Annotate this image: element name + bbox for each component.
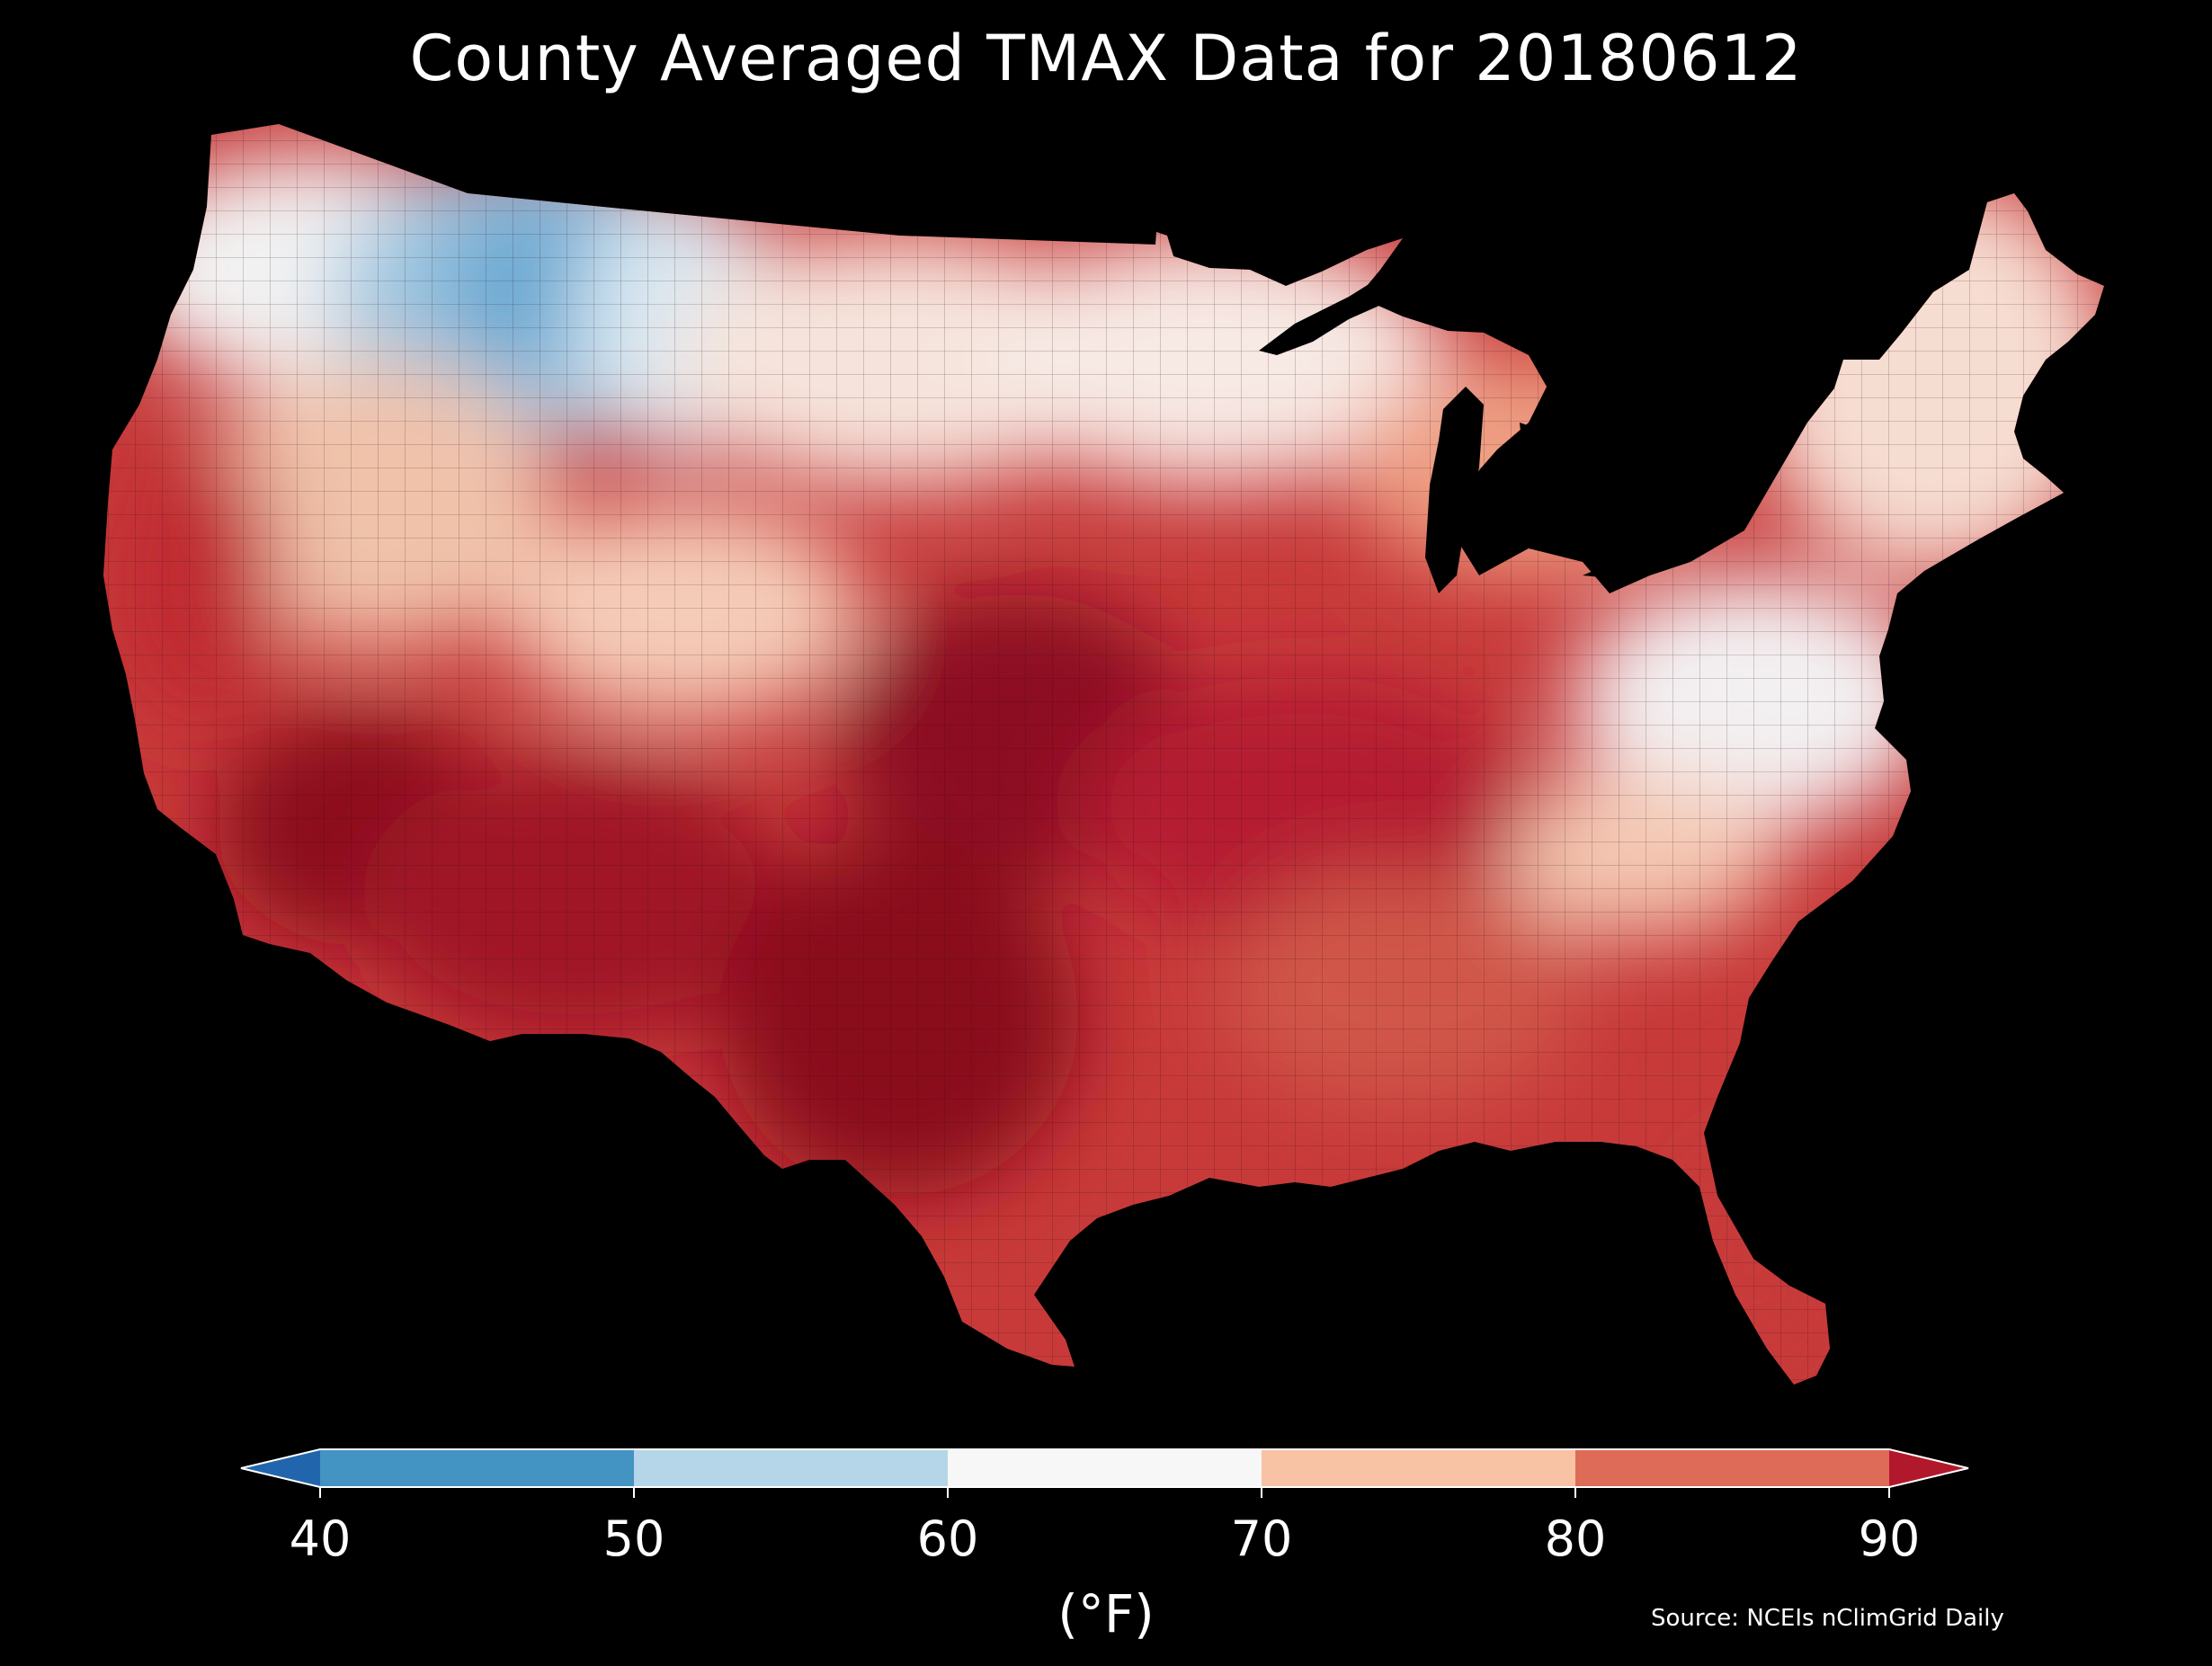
map-title: County Averaged TMAX Data for 20180612: [409, 22, 1803, 95]
colorbar-under-arrow: [241, 1449, 320, 1487]
lake-superior: [1259, 274, 1407, 355]
colorbar-tick-70: 70: [1230, 1510, 1293, 1567]
colorbar-bin-70-80: [1262, 1449, 1575, 1487]
colorbar-tick-90: 90: [1858, 1510, 1921, 1567]
colorbar-unit-label: (°F): [1057, 1583, 1155, 1644]
colorbar-bin-80-90: [1575, 1449, 1889, 1487]
colorbar-tick-60: 60: [916, 1510, 979, 1567]
colorbar-bin-50-60: [634, 1449, 948, 1487]
lake-huron-erie: [1520, 423, 1690, 580]
colorbar-over-arrow: [1889, 1449, 1968, 1487]
colorbar-bin-60-70: [948, 1449, 1262, 1487]
source-attribution: Source: NCEIs nClimGrid Daily: [1651, 1605, 2004, 1632]
colorbar-bin-40-50: [320, 1449, 634, 1487]
colorbar-tick-80: 80: [1544, 1510, 1607, 1567]
colorbar-tick-50: 50: [602, 1510, 665, 1567]
lake-michigan: [1425, 387, 1484, 593]
colorbar-tick-40: 40: [289, 1510, 352, 1567]
